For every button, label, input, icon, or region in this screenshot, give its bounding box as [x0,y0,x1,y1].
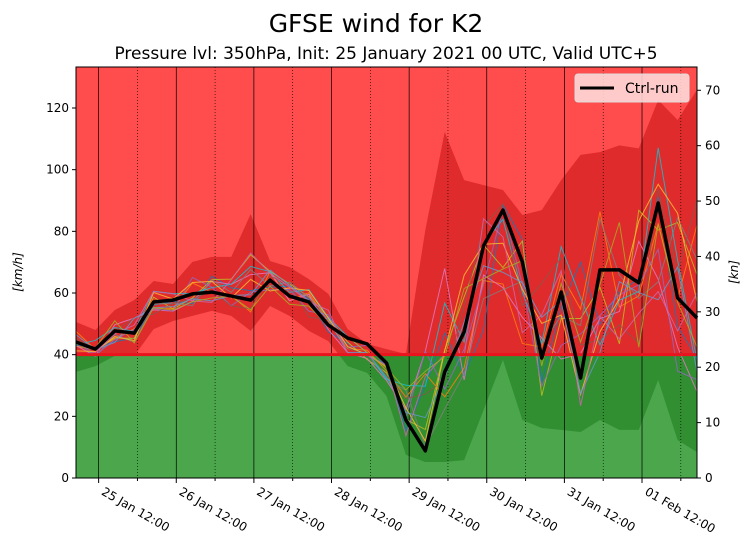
y-tick-label-right: 50 [705,194,720,208]
legend-label: Ctrl-run [625,81,678,97]
x-tick-label: 29 Jan 12:00 [410,484,483,534]
x-tick-label: 31 Jan 12:00 [565,484,638,534]
chart-title: GFSE wind for K2 [269,9,484,38]
x-tick-label: 27 Jan 12:00 [254,484,327,534]
y-tick-label-left: 0 [61,471,69,485]
plot-frame [75,66,698,479]
y-tick-label-left: 60 [54,286,69,300]
ensemble-member-line [76,265,697,419]
y-tick-label-right: 30 [705,305,720,319]
y-tick-label-right: 60 [705,139,720,153]
x-tick-label: 28 Jan 12:00 [332,484,405,534]
y-tick-label-right: 10 [705,416,720,430]
y-tick-label-left: 120 [46,101,69,115]
y-tick-label-left: 40 [54,348,69,362]
y-tick-label-right: 40 [705,249,720,263]
ctrl-run-line [75,201,699,453]
x-tick-label: 25 Jan 12:00 [99,484,172,534]
ensemble-envelope-above [76,89,697,355]
y-tick-label-left: 20 [54,409,69,423]
plot-area [75,67,699,478]
ensemble-member-line [76,188,697,400]
x-tick-label: 01 Feb 12:00 [643,484,718,535]
y-tick-label-right: 20 [705,360,720,374]
y-tick-label-right: 0 [705,471,713,485]
x-tick-label: 26 Jan 12:00 [177,484,250,534]
y-tick-label-left: 100 [46,163,69,177]
legend-box [574,73,690,103]
y-tick-label-left: 80 [54,224,69,238]
y-axis-label-right: [kn] [727,260,741,284]
x-tick-label: 30 Jan 12:00 [487,484,560,534]
legend: Ctrl-run [574,73,690,103]
chart-subtitle: Pressure lvl: 350hPa, Init: 25 January 2… [114,44,657,64]
y-tick-label-right: 70 [705,83,720,97]
y-axis-label-left: [km/h] [11,252,25,292]
